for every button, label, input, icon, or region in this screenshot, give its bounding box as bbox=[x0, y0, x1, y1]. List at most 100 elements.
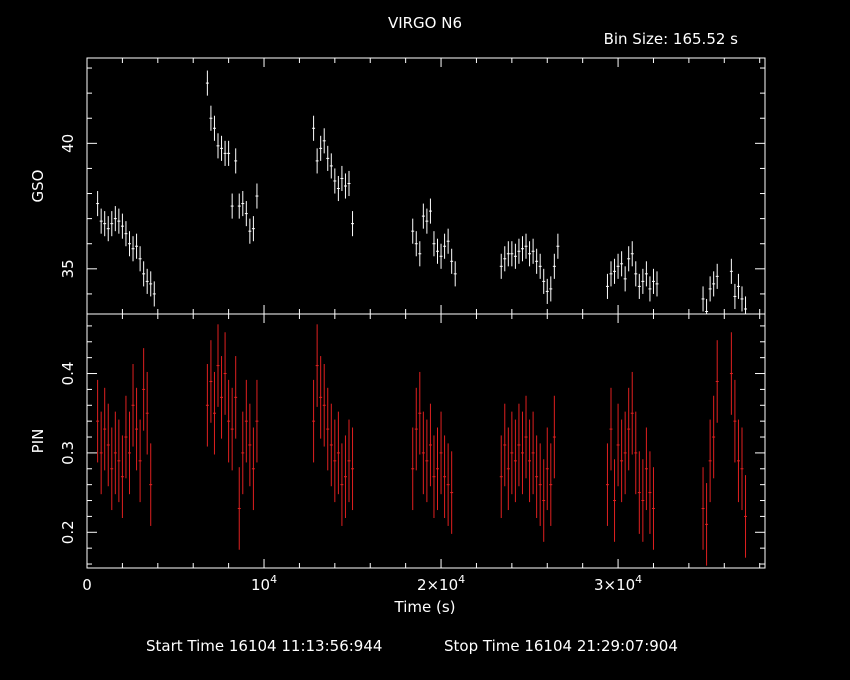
data-point bbox=[715, 340, 719, 423]
y-tick-label: 40 bbox=[59, 134, 77, 153]
data-point bbox=[149, 271, 153, 297]
data-point bbox=[729, 332, 733, 415]
data-point bbox=[648, 451, 652, 534]
data-point bbox=[436, 427, 439, 511]
data-point bbox=[106, 403, 110, 487]
data-point bbox=[230, 387, 234, 471]
data-point bbox=[446, 443, 450, 526]
data-point bbox=[117, 419, 121, 503]
data-point bbox=[428, 403, 432, 487]
data-point bbox=[135, 387, 139, 471]
data-point bbox=[453, 261, 457, 287]
data-point bbox=[230, 193, 234, 219]
data-point bbox=[443, 233, 447, 259]
data-point bbox=[149, 443, 153, 526]
y-tick-label: 0.4 bbox=[59, 362, 77, 386]
data-point bbox=[499, 253, 503, 279]
data-point bbox=[736, 273, 740, 299]
data-point bbox=[443, 435, 447, 518]
data-point bbox=[503, 403, 507, 487]
data-point bbox=[319, 356, 323, 439]
pin-frame bbox=[86, 313, 766, 569]
data-point bbox=[145, 371, 149, 455]
data-point bbox=[733, 283, 737, 309]
data-point bbox=[209, 340, 213, 423]
data-point bbox=[421, 203, 425, 229]
data-point bbox=[712, 395, 716, 479]
data-point bbox=[605, 273, 609, 299]
data-point bbox=[319, 135, 323, 161]
data-point bbox=[549, 276, 553, 302]
x-tick-label: 0 bbox=[82, 576, 92, 594]
y-tick-label: 35 bbox=[59, 259, 77, 278]
data-point bbox=[538, 253, 542, 279]
data-point bbox=[248, 403, 252, 487]
data-point bbox=[736, 419, 740, 503]
data-point bbox=[436, 238, 439, 264]
data-point bbox=[145, 268, 149, 294]
x-tick-label: 104 bbox=[251, 573, 277, 594]
x-tick-exponent: 4 bbox=[458, 573, 465, 586]
data-point bbox=[506, 241, 510, 267]
data-point bbox=[347, 170, 351, 197]
data-point bbox=[336, 175, 340, 202]
data-point bbox=[708, 276, 712, 302]
data-point bbox=[223, 332, 227, 415]
data-point bbox=[103, 211, 107, 237]
data-point bbox=[336, 411, 340, 495]
data-point bbox=[627, 387, 631, 471]
data-point bbox=[117, 208, 121, 234]
data-point bbox=[729, 258, 733, 284]
data-point bbox=[124, 395, 128, 479]
data-point bbox=[347, 419, 351, 503]
data-point bbox=[542, 268, 546, 294]
gso-panel: 35 40 GSO bbox=[29, 57, 766, 315]
data-point bbox=[733, 379, 737, 463]
data-point bbox=[538, 443, 542, 526]
data-point bbox=[535, 435, 539, 518]
data-point bbox=[251, 216, 255, 242]
data-point bbox=[216, 324, 220, 407]
data-point bbox=[216, 133, 220, 159]
data-point bbox=[223, 140, 227, 166]
data-point bbox=[528, 241, 532, 267]
data-point bbox=[124, 221, 128, 247]
data-point bbox=[333, 168, 337, 194]
data-point bbox=[744, 296, 747, 314]
data-point bbox=[113, 206, 117, 232]
data-point bbox=[439, 243, 443, 269]
data-point bbox=[329, 153, 333, 179]
data-point bbox=[616, 253, 620, 279]
data-point bbox=[542, 459, 546, 542]
data-point bbox=[513, 419, 517, 503]
data-point bbox=[556, 233, 560, 259]
start-time-label: Start Time 16104 11:13:56:944 bbox=[146, 637, 382, 655]
data-point bbox=[634, 411, 638, 495]
data-point bbox=[744, 475, 747, 558]
data-point bbox=[241, 191, 245, 217]
data-point bbox=[609, 261, 613, 287]
data-point bbox=[251, 427, 255, 511]
data-point bbox=[605, 443, 609, 526]
data-point bbox=[644, 261, 648, 287]
data-point bbox=[521, 236, 524, 262]
data-point bbox=[138, 419, 142, 503]
data-point bbox=[524, 395, 528, 479]
data-point bbox=[418, 371, 422, 455]
data-point bbox=[552, 253, 556, 279]
data-point bbox=[244, 201, 248, 227]
data-point bbox=[248, 218, 252, 244]
data-point bbox=[227, 379, 231, 463]
data-point bbox=[244, 379, 248, 463]
y-axis-label: PIN bbox=[29, 429, 47, 454]
data-point bbox=[312, 115, 316, 141]
data-point bbox=[131, 364, 135, 447]
data-point bbox=[446, 228, 450, 254]
data-point bbox=[499, 435, 503, 518]
data-point bbox=[535, 248, 539, 274]
data-point bbox=[414, 387, 418, 471]
data-point bbox=[428, 198, 432, 224]
data-point bbox=[322, 128, 326, 154]
data-point bbox=[517, 403, 521, 487]
